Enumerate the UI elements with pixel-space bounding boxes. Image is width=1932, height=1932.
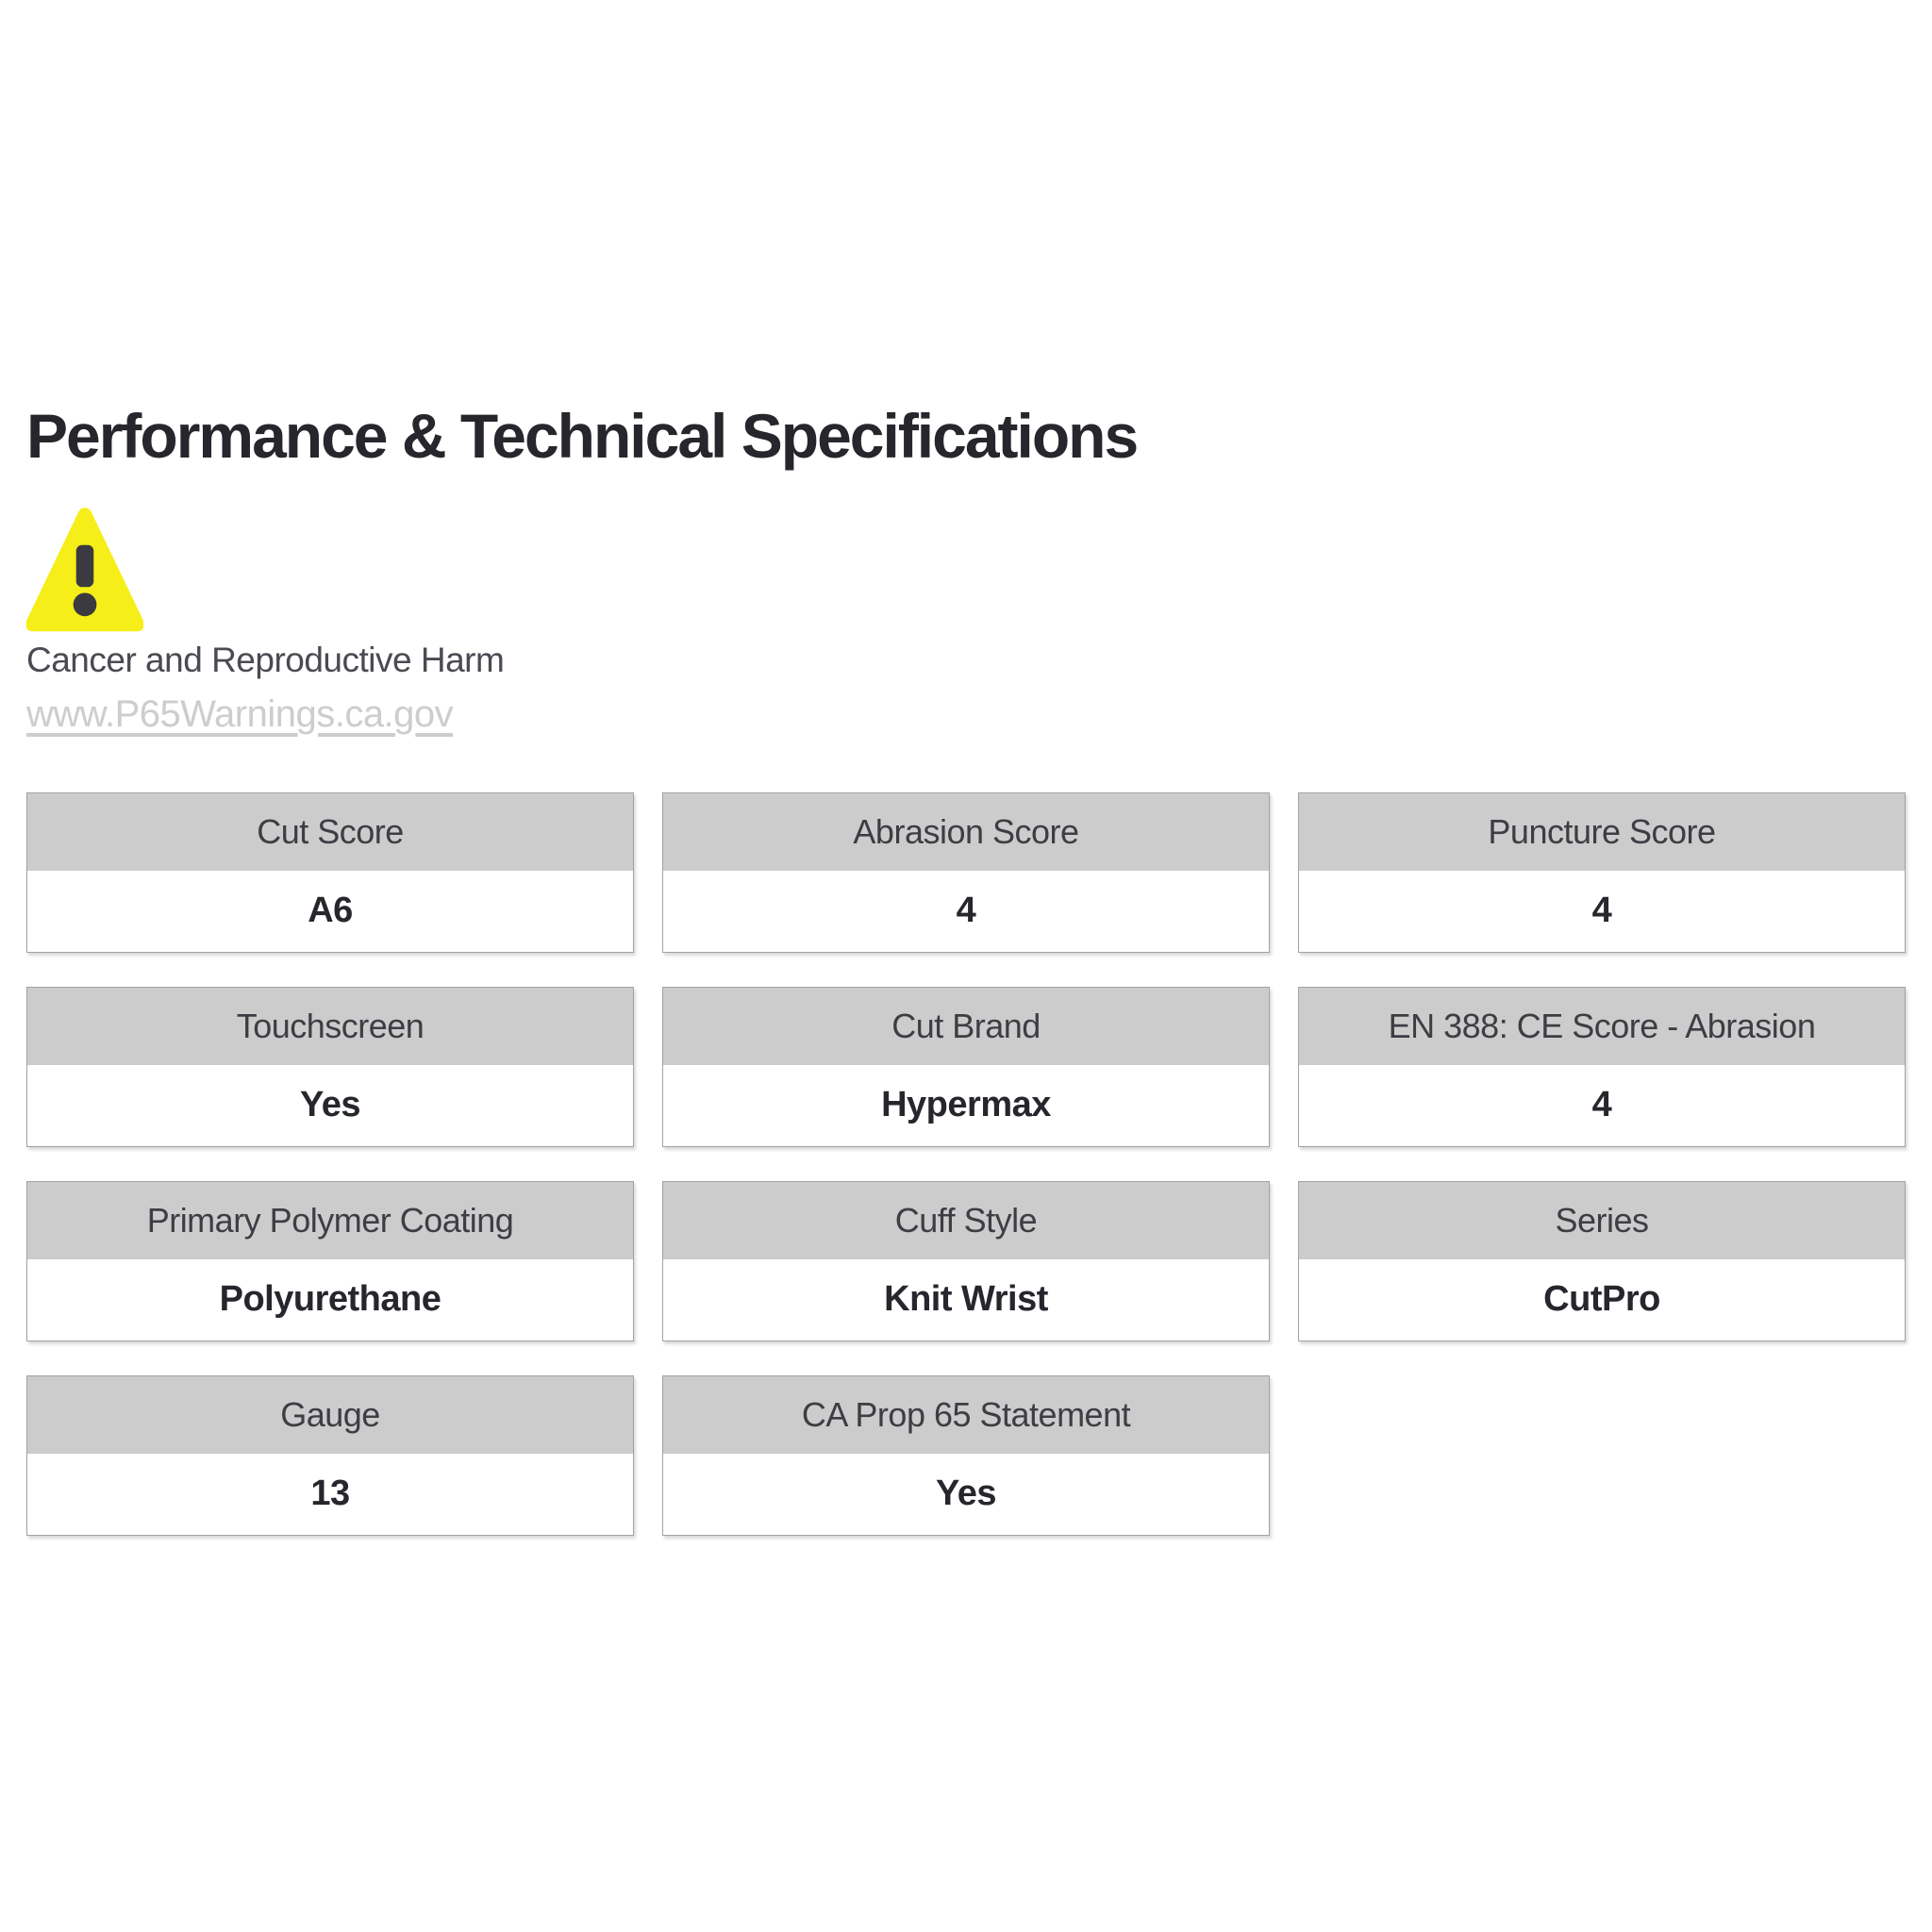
specs-grid: Cut Score A6 Abrasion Score 4 Puncture S…	[26, 791, 1906, 1536]
spec-card: Primary Polymer Coating Polyurethane	[26, 1180, 634, 1341]
p65-warnings-link[interactable]: www.P65Warnings.ca.gov	[26, 692, 454, 735]
spec-value: 4	[1591, 1085, 1612, 1125]
spec-value: Yes	[935, 1474, 997, 1514]
spec-label: CA Prop 65 Statement	[663, 1375, 1269, 1454]
spec-card: Puncture Score 4	[1298, 791, 1906, 953]
spec-label: Series	[1299, 1181, 1905, 1259]
prop65-warning: Cancer and Reproductive Harm www.P65Warn…	[26, 507, 1906, 736]
spec-card: Cut Brand Hypermax	[662, 986, 1270, 1147]
spec-value: CutPro	[1543, 1279, 1660, 1320]
spec-value: Polyurethane	[219, 1279, 441, 1320]
spec-section: Performance & Technical Specifications C…	[26, 401, 1906, 1536]
spec-value: 4	[1591, 891, 1612, 931]
spec-card: Touchscreen Yes	[26, 986, 634, 1147]
spec-label: Abrasion Score	[663, 792, 1269, 871]
warning-triangle-icon	[26, 508, 143, 632]
spec-value: Hypermax	[881, 1085, 1051, 1125]
spec-card: Cut Score A6	[26, 791, 634, 953]
spec-card: Series CutPro	[1298, 1180, 1906, 1341]
spec-value: 13	[310, 1474, 350, 1514]
spec-value: A6	[308, 891, 353, 931]
page-title: Performance & Technical Specifications	[26, 401, 1139, 471]
spec-label: Touchscreen	[27, 987, 633, 1065]
spec-card: EN 388: CE Score - Abrasion 4	[1298, 986, 1906, 1147]
spec-label: Primary Polymer Coating	[27, 1181, 633, 1259]
spec-label: Cuff Style	[663, 1181, 1269, 1259]
spec-label: Gauge	[27, 1375, 633, 1454]
spec-card: Abrasion Score 4	[662, 791, 1270, 953]
warning-text: Cancer and Reproductive Harm	[26, 640, 505, 679]
spec-card: CA Prop 65 Statement Yes	[662, 1374, 1270, 1536]
spec-card: Cuff Style Knit Wrist	[662, 1180, 1270, 1341]
spec-value: Yes	[299, 1085, 361, 1125]
spec-card: Gauge 13	[26, 1374, 634, 1536]
spec-label: EN 388: CE Score - Abrasion	[1299, 987, 1905, 1065]
spec-label: Cut Score	[27, 792, 633, 871]
spec-value: 4	[956, 891, 976, 931]
spec-label: Puncture Score	[1299, 792, 1905, 871]
spec-value: Knit Wrist	[884, 1279, 1048, 1320]
spec-label: Cut Brand	[663, 987, 1269, 1065]
